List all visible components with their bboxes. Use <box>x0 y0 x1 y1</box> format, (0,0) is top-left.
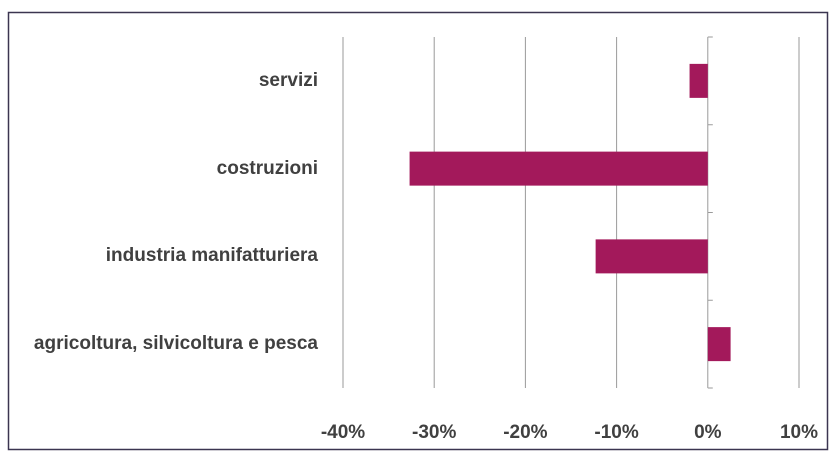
x-tick-label: -20% <box>503 422 547 443</box>
category-label: costruzioni <box>216 157 318 179</box>
x-tick-label: 10% <box>780 422 818 443</box>
category-label: servizi <box>258 69 318 91</box>
category-label-box: industria manifatturiera <box>8 241 318 271</box>
bar <box>409 151 708 186</box>
bar <box>707 327 731 362</box>
bar <box>595 239 708 274</box>
category-label: agricoltura, silvicoltura e pesca <box>33 333 318 355</box>
category-label-box: costruzioni <box>8 154 318 184</box>
category-label-box: agricoltura, silvicoltura e pesca <box>8 329 318 359</box>
bar <box>689 63 708 98</box>
x-tick-label: -10% <box>594 422 638 443</box>
x-tick-label: 0% <box>694 422 722 443</box>
category-label: industria manifatturiera <box>105 245 318 267</box>
x-tick-label: -30% <box>412 422 456 443</box>
category-label-box: servizi <box>8 66 318 96</box>
x-tick-label: -40% <box>321 422 365 443</box>
